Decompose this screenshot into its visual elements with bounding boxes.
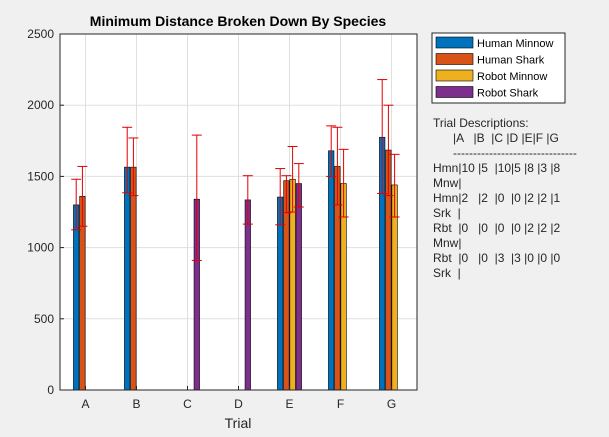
bar bbox=[124, 166, 131, 391]
x-tick-label: D bbox=[234, 397, 243, 411]
trial-description-line: Mnw| bbox=[433, 236, 462, 250]
bar bbox=[277, 196, 284, 391]
grid-lines bbox=[60, 34, 417, 390]
bar bbox=[73, 204, 80, 391]
trial-description-line: Mnw| bbox=[433, 176, 462, 190]
y-tick-label: 500 bbox=[34, 312, 54, 326]
trial-description-line: Rbt |0 |0 |0 |0 |2 |2 |2 bbox=[433, 221, 561, 235]
bar bbox=[328, 150, 335, 391]
x-axis-label: Trial bbox=[225, 415, 252, 431]
legend-label: Human Shark bbox=[477, 55, 545, 67]
bar bbox=[295, 183, 302, 391]
trial-description-line: Srk | bbox=[433, 206, 461, 220]
x-tick-label: B bbox=[132, 397, 140, 411]
x-tick-label: E bbox=[285, 397, 293, 411]
y-tick-label: 1500 bbox=[27, 169, 54, 183]
legend-swatch bbox=[435, 86, 474, 98]
bar bbox=[130, 166, 137, 391]
legend: Human Minnow Human Shark Robot Minnow Robot… bbox=[431, 32, 566, 104]
y-tick-label: 1000 bbox=[27, 241, 54, 255]
x-tick-label: A bbox=[81, 397, 89, 411]
trial-description-line: Srk | bbox=[433, 266, 461, 280]
trial-descriptions-title: Trial Descriptions: bbox=[433, 116, 529, 130]
legend-label: Human Minnow bbox=[477, 38, 553, 50]
legend-label: Robot Minnow bbox=[477, 71, 547, 83]
x-tick-label: C bbox=[183, 397, 192, 411]
error-bars bbox=[71, 79, 400, 261]
trial-descriptions: Trial Descriptions: |A |B |C |D |E|F |G … bbox=[433, 116, 605, 281]
x-tick-label: G bbox=[387, 397, 396, 411]
axes: 0 500 1000 1500 2000 2500 A B C D E F G bbox=[27, 27, 396, 411]
legend-swatch bbox=[435, 53, 474, 65]
chart-title: Minimum Distance Broken Down By Species bbox=[90, 13, 387, 29]
trial-description-line: Hmn|10 |5 |10|5 |8 |3 |8 bbox=[433, 161, 561, 175]
x-tick-label: F bbox=[337, 397, 344, 411]
y-tick-label: 0 bbox=[47, 383, 54, 397]
trial-description-line: Rbt |0 |0 |3 |3 |0 |0 |0 bbox=[433, 251, 561, 265]
trial-description-line: ------------------------------- bbox=[433, 146, 577, 160]
trial-description-line: |A |B |C |D |E|F |G bbox=[433, 131, 559, 145]
legend-swatch bbox=[435, 36, 474, 49]
legend-swatch bbox=[435, 69, 474, 82]
y-tick-label: 2500 bbox=[27, 27, 54, 41]
bar bbox=[244, 199, 251, 391]
y-tick-label: 2000 bbox=[27, 98, 54, 112]
legend-label: Robot Shark bbox=[477, 88, 539, 100]
trial-description-line: Hmn|2 |2 |0 |0 |2 |2 |1 bbox=[433, 191, 561, 205]
